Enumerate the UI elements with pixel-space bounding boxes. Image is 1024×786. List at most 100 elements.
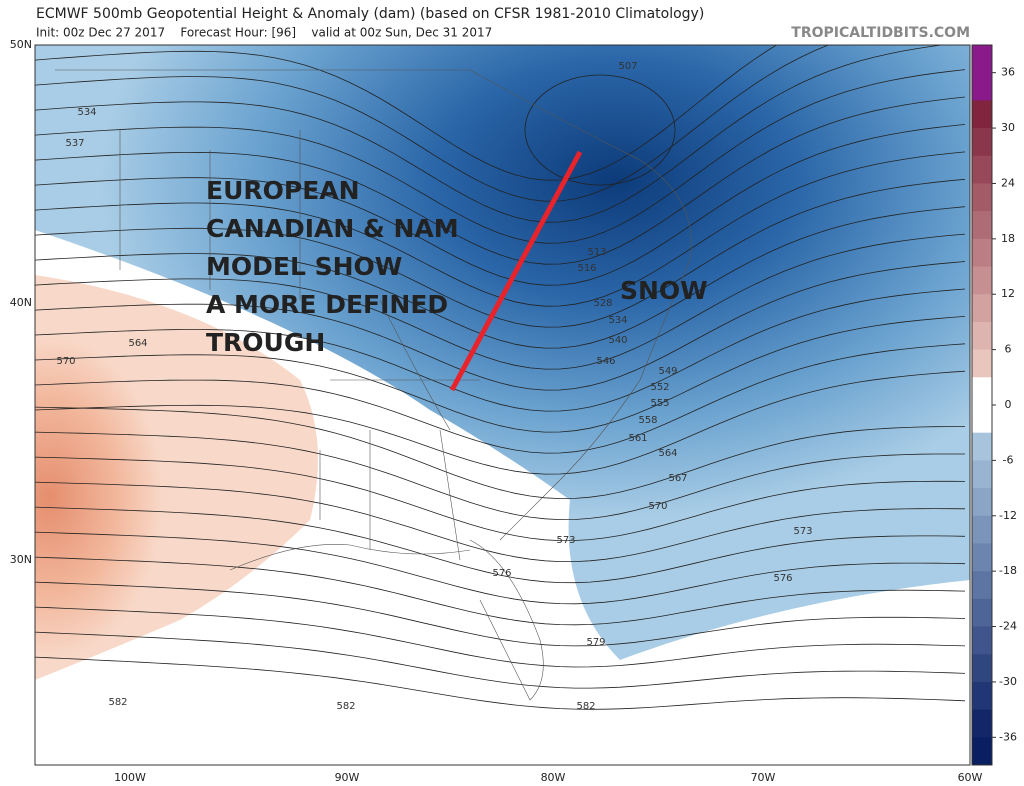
trough-axis: [449, 150, 583, 392]
colorbar-band: [972, 488, 992, 517]
contour-label: 540: [608, 335, 627, 346]
contour-line: [35, 431, 965, 521]
contour-label: 573: [793, 526, 812, 537]
colorbar-label: 12: [1001, 287, 1015, 300]
contour-line: [524, 74, 676, 186]
colorbar-band: [972, 72, 992, 101]
contour-line: [35, 606, 966, 668]
colorbar-band: [972, 294, 992, 323]
contour-label: 567: [668, 473, 687, 484]
contour-label: 537: [65, 138, 84, 149]
contour-line: [35, 124, 966, 286]
contour-line: [35, 69, 966, 244]
colorbar-band: [972, 266, 992, 295]
contour-line: [35, 45, 830, 202]
longitude-label: 100W: [114, 771, 146, 784]
colorbar-band: [972, 709, 992, 738]
latitude-label: 50N: [10, 38, 32, 51]
contour-label: 558: [638, 415, 657, 426]
colorbar-band: [972, 543, 992, 572]
labels: 50N 40N 30N 100W 90W 80W 70W 60W 507 534 537 513 516…: [10, 38, 983, 784]
contour-label: 576: [773, 573, 792, 584]
colorbar-label: 6: [1005, 343, 1012, 356]
contour-label: 579: [586, 637, 605, 648]
colorbar-band: [972, 128, 992, 157]
annotation-line: EUROPEAN: [206, 176, 360, 205]
contour-label: 552: [650, 382, 669, 393]
site-credit: TROPICALTIDBITS.COM: [791, 25, 970, 41]
contour-label: 534: [77, 107, 96, 118]
contour-line: [35, 456, 966, 542]
colorbar-label: 18: [1001, 232, 1015, 245]
contour-line: [35, 178, 966, 328]
contour-line: [35, 581, 966, 647]
colorbar-label: -18: [999, 564, 1017, 577]
colorbar-label: -6: [1003, 453, 1014, 466]
longitude-label: 80W: [541, 771, 566, 784]
contour-label: 576: [492, 568, 511, 579]
colorbar-band: [972, 211, 992, 240]
contour-line: [35, 370, 966, 475]
contour-label: 582: [576, 701, 595, 712]
contour-label: 561: [628, 433, 647, 444]
contour-label: 528: [593, 298, 612, 309]
colorbar-band: [972, 432, 992, 461]
contour-line: [35, 406, 965, 500]
contour-line: [35, 206, 966, 349]
colorbar-band: [972, 405, 992, 434]
contour-label: 534: [608, 315, 627, 326]
colorbar-band: [972, 155, 992, 184]
contour-line: [35, 556, 966, 626]
colorbar-band: [972, 598, 992, 628]
annotation-line: TROUGH: [206, 328, 325, 357]
contour-line: [35, 656, 966, 710]
annotation-line: CANADIAN & NAM: [206, 214, 459, 243]
contour-line: [35, 45, 778, 181]
contour-line: [35, 288, 966, 412]
contour-line: [35, 631, 966, 689]
colorbar-band: [972, 45, 992, 74]
colorbar-label: 24: [1001, 176, 1015, 189]
contour-label: 564: [658, 448, 677, 459]
colorbar-label: 0: [1005, 398, 1012, 411]
contour-line: [35, 261, 966, 391]
title: ECMWF 500mb Geopotential Height & Anomal…: [36, 6, 704, 22]
borders: [55, 69, 692, 701]
contour-label: 549: [658, 366, 677, 377]
colorbar-label: -30: [999, 675, 1017, 688]
colorbar-band: [972, 377, 992, 406]
colorbar-band: [972, 571, 992, 600]
contour-label: 564: [128, 338, 147, 349]
longitude-label: 60W: [958, 771, 983, 784]
colorbar-band: [972, 238, 992, 268]
colorbar-label: -12: [999, 509, 1017, 522]
contour-label: 513: [587, 247, 606, 258]
map-frame: [34, 44, 971, 766]
contour-label: 570: [648, 501, 667, 512]
contour-line: [35, 506, 966, 584]
contour-line: [35, 531, 966, 605]
colorbar-label: 30: [1001, 121, 1015, 134]
annotation-line: A MORE DEFINED: [206, 290, 448, 319]
contour-label: 582: [108, 697, 127, 708]
annotation-line: MODEL SHOW: [206, 252, 402, 281]
contour-label: 555: [650, 398, 669, 409]
subtitle: Init: 00z Dec 27 2017 Forecast Hour: [96…: [36, 26, 492, 40]
positive-anomaly: [35, 275, 318, 680]
colorbar-label: 36: [1001, 66, 1015, 79]
colorbar-band: [972, 515, 992, 544]
contour-line: [35, 96, 966, 265]
contour-line: [35, 481, 966, 562]
snow-label: SNOW: [620, 276, 708, 305]
longitude-label: 90W: [335, 771, 360, 784]
colorbar-band: [972, 681, 992, 711]
contour-line: [35, 45, 945, 223]
contour-label: 582: [336, 701, 355, 712]
contour-line: [35, 343, 966, 454]
contour-label: 546: [596, 356, 615, 367]
colorbar-band: [972, 626, 992, 655]
negative-anomaly: [35, 45, 970, 660]
latitude-label: 40N: [10, 296, 32, 309]
contour-label: 573: [556, 535, 575, 546]
